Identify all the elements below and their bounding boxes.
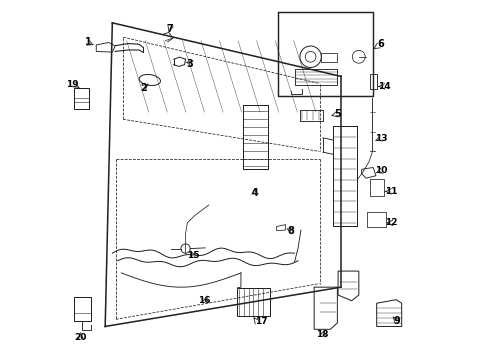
- Text: 7: 7: [166, 23, 172, 33]
- Text: 11: 11: [384, 187, 396, 196]
- Bar: [369, 179, 383, 196]
- Text: 12: 12: [384, 219, 396, 228]
- Text: 5: 5: [333, 109, 340, 119]
- Text: 15: 15: [187, 251, 200, 260]
- Text: 2: 2: [140, 83, 147, 93]
- Text: 6: 6: [377, 39, 384, 49]
- Text: 8: 8: [287, 226, 294, 236]
- Text: 10: 10: [374, 166, 386, 175]
- Bar: [74, 297, 91, 321]
- Text: 9: 9: [392, 316, 399, 326]
- Text: 13: 13: [375, 134, 387, 143]
- Bar: [278, 12, 372, 96]
- Text: 3: 3: [186, 59, 193, 68]
- Text: 19: 19: [66, 80, 79, 89]
- Text: 20: 20: [75, 333, 87, 342]
- Text: 16: 16: [198, 296, 210, 305]
- Bar: [74, 88, 88, 109]
- Bar: [321, 53, 337, 62]
- Bar: [369, 74, 377, 89]
- Bar: [366, 212, 386, 227]
- Text: 18: 18: [315, 330, 328, 339]
- Text: 17: 17: [255, 317, 267, 326]
- Text: 1: 1: [85, 37, 92, 48]
- Text: 4: 4: [251, 188, 257, 198]
- Text: 14: 14: [377, 82, 390, 91]
- Bar: [237, 288, 269, 316]
